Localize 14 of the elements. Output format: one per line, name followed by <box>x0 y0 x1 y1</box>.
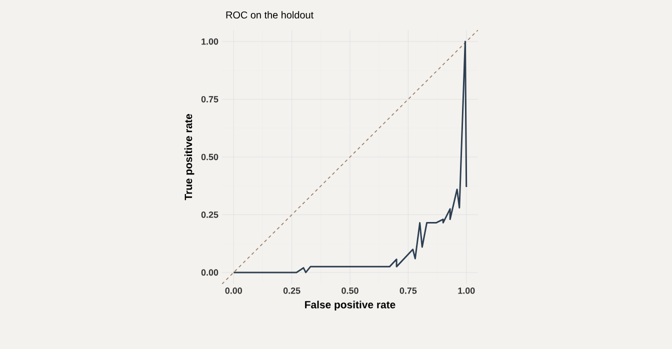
y-tick-label: 0.75 <box>201 96 218 102</box>
x-tick-label: 0.25 <box>283 288 300 294</box>
x-tick-label: 0.00 <box>225 288 242 294</box>
x-tick-label: 1.00 <box>458 288 475 294</box>
y-tick-label: 0.00 <box>201 269 218 276</box>
x-tick-label: 0.50 <box>342 288 358 294</box>
x-axis-title: False positive rate <box>305 300 396 310</box>
y-tick-label: 0.25 <box>201 212 218 218</box>
y-tick-label: 0.50 <box>201 154 218 160</box>
y-tick-label: 1.00 <box>202 38 218 45</box>
x-tick-label: 0.75 <box>400 288 417 294</box>
y-axis-title: True positive rate <box>184 114 194 200</box>
line-series <box>232 40 468 274</box>
chart-title: ROC on the holdout <box>226 11 314 18</box>
